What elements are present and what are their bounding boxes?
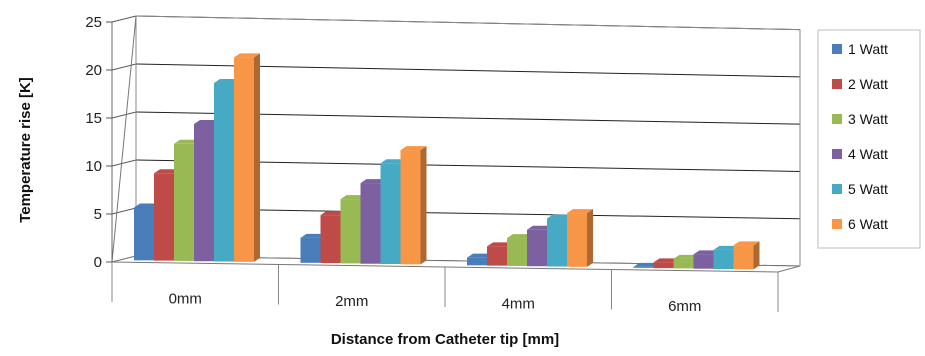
x-tick-label: 6mm	[668, 298, 701, 315]
bar-top	[487, 242, 513, 247]
legend-swatch	[832, 114, 842, 124]
y-axis-title: Temperature rise [K]	[17, 77, 34, 223]
bar-front	[487, 246, 507, 266]
legend-label: 2 Watt	[848, 76, 888, 92]
bar-front	[194, 123, 214, 262]
bar-front	[380, 163, 401, 265]
gridline-side	[111, 207, 137, 215]
bar-front	[174, 143, 194, 261]
bar-top	[194, 119, 220, 124]
gridline-side	[111, 159, 137, 167]
bar	[400, 146, 427, 265]
legend-swatch	[832, 219, 842, 229]
bar-top	[547, 214, 573, 219]
bar-top	[527, 225, 553, 230]
bar	[234, 53, 260, 262]
bar-front	[527, 229, 547, 267]
y-tick-label: 0	[94, 254, 102, 271]
bar-top	[713, 245, 740, 250]
bar-top	[507, 234, 533, 239]
bar-side	[254, 53, 260, 262]
bar-top	[154, 169, 180, 174]
bar-side	[420, 146, 427, 265]
legend-label: 4 Watt	[848, 146, 888, 162]
x-axis-title: Distance from Catheter tip [mm]	[331, 331, 559, 348]
bar-front	[214, 82, 234, 262]
bar-top	[467, 253, 493, 258]
y-tick-labels: 0 5 10 15 20 25	[85, 14, 112, 271]
bar-front	[653, 262, 674, 269]
floor	[111, 255, 801, 273]
bar-top	[174, 139, 200, 144]
legend-swatch	[832, 79, 842, 89]
bars	[134, 53, 760, 270]
bar-front	[633, 266, 654, 268]
bar-front	[320, 215, 341, 264]
bar-front	[340, 199, 361, 264]
bar-top	[673, 254, 700, 259]
bar-front	[567, 213, 587, 267]
bar-front	[733, 245, 754, 270]
legend-box	[817, 29, 921, 249]
y-tick-label: 10	[85, 158, 102, 175]
bar	[733, 241, 760, 270]
bar-top	[214, 78, 240, 83]
bar-top	[134, 203, 160, 208]
bar-front	[234, 57, 254, 262]
bar-front	[467, 257, 487, 266]
bar-front	[360, 183, 381, 264]
bar-top	[733, 241, 760, 246]
legend-label: 5 Watt	[848, 181, 888, 197]
bar-front	[400, 150, 421, 265]
x-tick-label: 2mm	[335, 293, 368, 310]
bar-top	[234, 53, 260, 58]
bar-top	[300, 233, 327, 238]
bar-front	[713, 249, 734, 270]
bar-front	[134, 207, 154, 261]
bar-side	[753, 241, 760, 270]
bar	[567, 209, 593, 267]
gridline-side	[111, 63, 137, 71]
legend-swatch	[832, 149, 842, 159]
y-tick-label: 25	[85, 14, 102, 31]
bar-front	[547, 218, 567, 267]
y-tick-label: 20	[85, 62, 102, 79]
bar-top	[693, 250, 720, 255]
legend-label: 3 Watt	[848, 111, 888, 127]
y-tick-label: 15	[85, 110, 102, 127]
plot-frame	[111, 15, 801, 273]
bar-top	[653, 258, 680, 263]
bar-front	[507, 238, 527, 266]
legend-label: 1 Watt	[848, 41, 888, 57]
legend: 1 Watt 2 Watt 3 Watt 4 Watt 5 Watt 6 Watt	[817, 29, 921, 249]
bar-top	[340, 195, 367, 200]
bar-top	[360, 179, 387, 184]
x-tick-label: 0mm	[169, 290, 202, 307]
bar-front	[693, 254, 714, 269]
bar-front	[154, 173, 174, 261]
bar-front	[673, 258, 694, 269]
x-tick-label: 4mm	[502, 295, 535, 312]
gridline-side	[111, 15, 137, 23]
legend-label: 6 Watt	[848, 216, 888, 232]
legend-swatch	[832, 184, 842, 194]
bar-side	[587, 209, 593, 267]
bar-front	[300, 237, 321, 263]
legend-swatch	[832, 44, 842, 54]
x-tick-labels: 0mm 2mm 4mm 6mm	[111, 262, 779, 315]
back-wall	[135, 15, 801, 266]
y-tick-label: 5	[94, 206, 102, 223]
bar-top	[567, 209, 593, 214]
bar-top	[320, 211, 347, 216]
bar-top	[380, 159, 407, 164]
gridline-side	[111, 111, 137, 119]
side-wall-edge	[111, 15, 137, 263]
bar-top	[633, 262, 660, 267]
bar-top	[400, 146, 427, 151]
